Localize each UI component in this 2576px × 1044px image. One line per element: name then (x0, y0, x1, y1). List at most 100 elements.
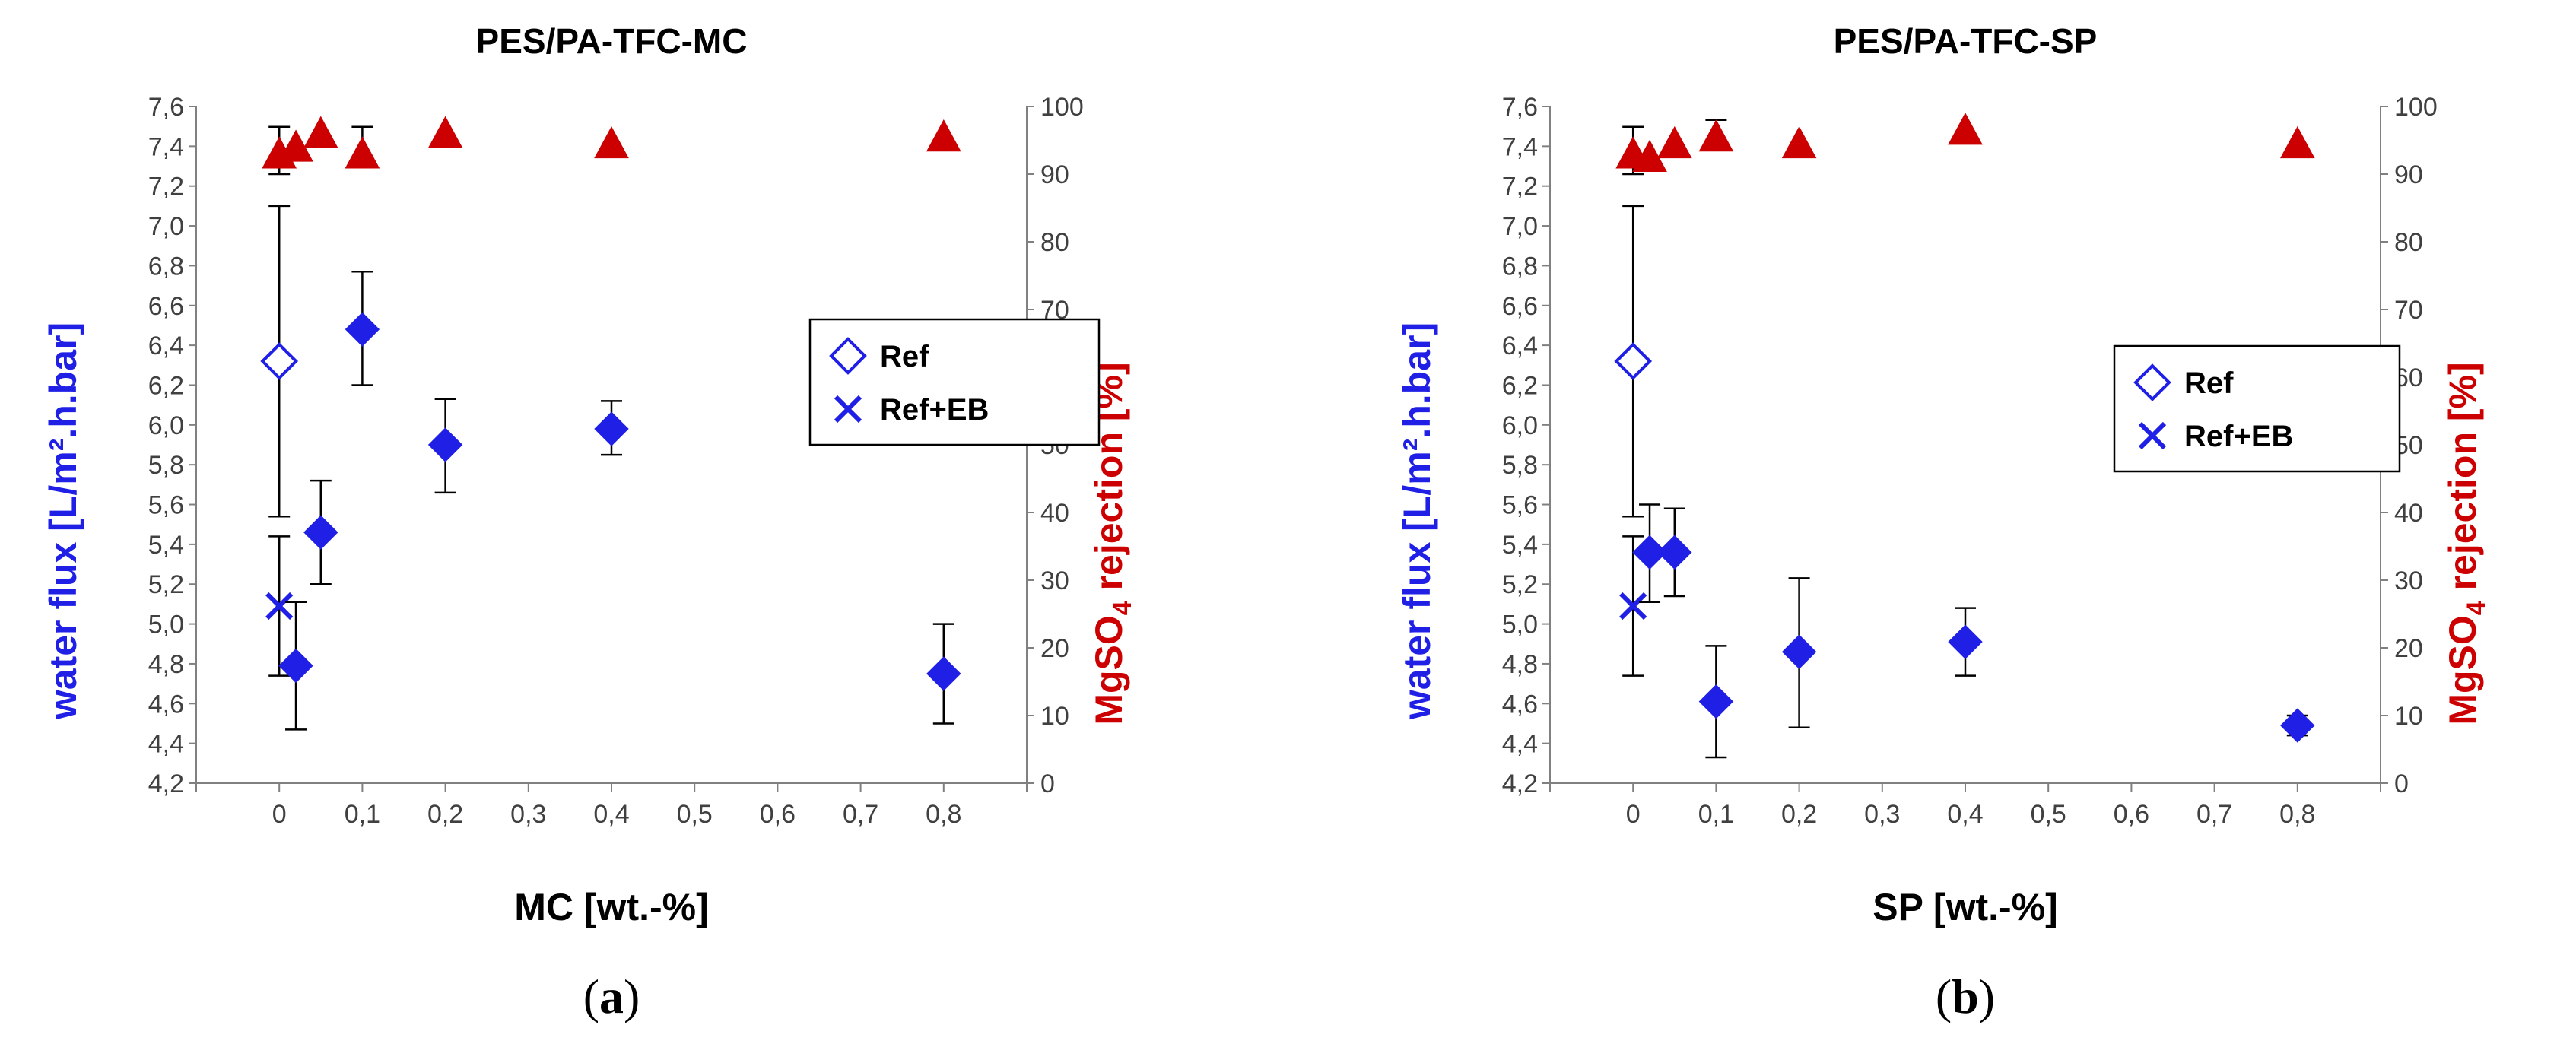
y-right-tick-label: 80 (1040, 228, 1069, 257)
ref-eb-point (265, 592, 294, 620)
flux-point (1781, 634, 1817, 669)
rejection-point (2279, 125, 2315, 159)
y-axis-left-label: water flux [L/m².h.bar] (1396, 322, 1438, 720)
y-left-tick-label: 5,4 (1502, 531, 1538, 560)
legend-ref-eb-marker-stroke-2 (834, 395, 862, 424)
x-tick-label: 0,2 (427, 800, 463, 829)
x-tick-label: 0,1 (1698, 800, 1734, 829)
flux-point (1657, 535, 1692, 570)
ref-eb-point-stroke-2 (1619, 592, 1647, 620)
x-axis-label: SP [wt.-%] (1872, 886, 2058, 928)
y-right-tick-label: 90 (2394, 160, 2423, 189)
y-left-tick-label: 7,0 (148, 212, 184, 241)
panel-caption-open: ( (583, 969, 599, 1023)
y-left-tick-label: 4,8 (148, 650, 184, 679)
y-left-tick-label: 7,4 (1502, 132, 1538, 161)
rejection-point (303, 116, 338, 148)
legend-box (2113, 344, 2401, 473)
y-left-tick-label: 5,8 (1502, 451, 1538, 480)
flux-point (278, 648, 313, 684)
y-left-tick-label: 6,0 (1502, 411, 1538, 440)
y-left-tick-label: 6,0 (148, 411, 184, 440)
rejection-point (1781, 125, 1817, 159)
ref-eb-point (1619, 592, 1647, 620)
x-tick-label: 0,1 (345, 800, 380, 829)
legend-ref-eb-label: Ref+EB (880, 393, 989, 427)
y-left-tick-label: 5,0 (1502, 611, 1538, 639)
y-right-tick-label: 80 (2394, 228, 2423, 257)
rejection-point (278, 129, 313, 162)
flux-point (1698, 684, 1734, 719)
x-tick-label: 0,6 (2114, 800, 2149, 829)
flux-point (1632, 535, 1667, 570)
y-left-tick-label: 7,6 (1502, 93, 1538, 122)
x-tick-label: 0,5 (677, 800, 713, 829)
y-right-tick-label: 100 (2394, 93, 2438, 122)
legend-ref-label: Ref (880, 340, 929, 373)
y-left-tick-label: 7,2 (1502, 173, 1538, 202)
y-left-tick-label: 5,0 (148, 611, 184, 639)
x-tick-label: 0,4 (1947, 800, 1983, 829)
legend-ref-eb-marker-stroke-2 (2138, 421, 2167, 450)
flux-point (594, 411, 629, 446)
rejection-point (1632, 139, 1667, 172)
y-right-tick-label: 0 (2394, 770, 2409, 798)
y-axis-right-label-prefix: MgSO (1088, 615, 1130, 725)
panel-caption-letter: b (1952, 969, 1979, 1023)
y-axis-right-label-subscript: 4 (1108, 601, 1137, 615)
y-left-tick-label: 5,6 (148, 491, 184, 520)
panel-caption-letter: a (599, 969, 624, 1023)
ref-point (1614, 342, 1653, 380)
y-left-tick-label: 6,4 (148, 332, 184, 360)
y-right-tick-label: 90 (1040, 160, 1069, 189)
chart-panel-a: PES/PA-TFC-MC 4,2 4,4 4,6 4,8 5,0 5,2 5,4 5,6 5,8… (42, 21, 1137, 1023)
x-tick-label: 0,7 (2196, 800, 2232, 829)
x-tick-label: 0,6 (760, 800, 796, 829)
y-axis-right-label-suffix: rejection [%] (2441, 362, 2484, 601)
panel-caption-open: ( (1936, 969, 1952, 1023)
y-right-tick-label: 30 (1040, 566, 1069, 595)
y-left-tick-label: 6,8 (1502, 252, 1538, 281)
x-tick-label: 0,8 (926, 800, 961, 829)
y-left-tick-label: 5,8 (148, 451, 184, 480)
legend-ref-eb-label: Ref+EB (2184, 420, 2293, 453)
x-tick-label: 0,5 (2031, 800, 2066, 829)
rejection-point (427, 116, 463, 148)
y-right-tick-label: 100 (1040, 93, 1084, 122)
y-left-tick-label: 7,4 (148, 132, 184, 161)
ref-eb-point-stroke-2 (265, 592, 294, 620)
y-left-tick-label: 5,2 (148, 570, 184, 599)
panel-caption-close: ) (624, 969, 640, 1023)
y-axis-right-label: MgSO4 rejection [%] (2441, 362, 2491, 725)
y-right-tick-label: 20 (2394, 634, 2423, 663)
y-left-tick-label: 4,4 (148, 730, 184, 759)
y-left-tick-label: 5,4 (148, 531, 184, 560)
flux-point (345, 312, 380, 347)
y-right-tick-label: 0 (1040, 770, 1055, 798)
y-right-tick-label: 30 (2394, 566, 2423, 595)
y-left-tick-label: 4,8 (1502, 650, 1538, 679)
y-left-tick-label: 6,2 (148, 371, 184, 400)
x-tick-label: 0,8 (2279, 800, 2315, 829)
legend-ref-label: Ref (2184, 367, 2234, 400)
y-left-tick-label: 4,2 (148, 770, 184, 798)
legend-ref-marker (2133, 363, 2171, 401)
y-axis-right-label-prefix: MgSO (2441, 615, 2484, 725)
chart-panel-b: PES/PA-TFC-SP 4,2 4,4 4,6 4,8 5,0 5,2 5,4 5,6 5,8… (1396, 21, 2491, 1023)
panel-caption-close: ) (1979, 969, 1995, 1023)
y-left-tick-label: 5,6 (1502, 491, 1538, 520)
x-tick-label: 0,2 (1781, 800, 1817, 829)
x-axis-label: MC [wt.-%] (514, 886, 709, 928)
y-right-tick-label: 20 (1040, 634, 1069, 663)
y-right-tick-label: 40 (2394, 499, 2423, 528)
panel-caption: (a) (583, 969, 640, 1023)
y-left-tick-label: 5,2 (1502, 570, 1538, 599)
rejection-point (1656, 125, 1692, 159)
y-axis-right-label-subscript: 4 (2462, 601, 2491, 615)
legend-ref-eb-marker (834, 395, 862, 424)
flux-point (2280, 708, 2315, 743)
chart-title: PES/PA-TFC-MC (476, 21, 748, 61)
y-right-tick-label: 10 (1040, 702, 1069, 731)
y-left-tick-label: 7,0 (1502, 212, 1538, 241)
y-left-tick-label: 4,4 (1502, 730, 1538, 759)
